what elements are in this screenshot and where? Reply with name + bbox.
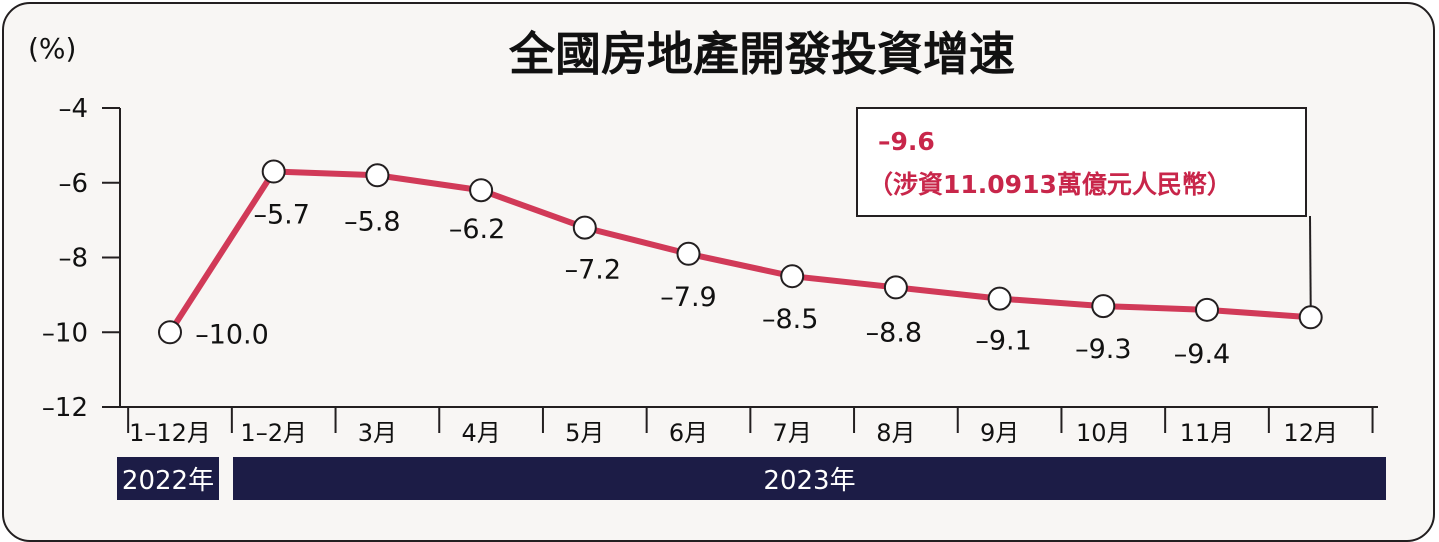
x-tick-label: 11月	[1180, 419, 1235, 447]
x-tick-label: 1–2月	[240, 419, 307, 447]
x-tick-label: 12月	[1283, 419, 1338, 447]
callout-annotation: –9.6 （涉資11.0913萬億元人民幣）	[856, 107, 1312, 307]
data-label: –5.7	[253, 200, 309, 231]
x-tick-label: 10月	[1076, 419, 1131, 447]
data-point	[780, 264, 805, 289]
x-tick-label: 4月	[461, 419, 500, 447]
year-bands: 2022年 2023年	[117, 457, 1386, 500]
year-band-label: 2022年	[122, 466, 214, 496]
year-band	[117, 457, 219, 500]
data-label: –10.0	[195, 319, 269, 350]
callout-leader-line	[1309, 215, 1312, 307]
callout-note: （涉資11.0913萬億元人民幣）	[868, 170, 1232, 199]
data-points	[158, 159, 1323, 345]
year-band-label: 2023年	[763, 466, 855, 496]
axes: –4 –6 –8 –10 –12 1–12月 1–2月 3月 4月 5月 6月 7月 8月 9月 10月 11…	[42, 94, 1378, 447]
y-tick-label: –8	[58, 244, 88, 274]
year-band	[233, 457, 1386, 500]
data-point	[676, 241, 701, 266]
data-label: –6.2	[449, 214, 505, 245]
x-tick-label: 6月	[669, 419, 708, 447]
data-labels: –10.0 –5.7 –5.8 –6.2 –7.2 –7.9 –8.5 –8.8 –9.1 –9.…	[195, 200, 1230, 370]
data-point	[365, 163, 390, 188]
data-point	[883, 275, 908, 300]
data-label: –8.5	[762, 304, 818, 335]
data-point	[572, 215, 597, 240]
data-label: –7.2	[565, 255, 621, 286]
x-tick-label: 7月	[773, 419, 812, 447]
x-tick-label: 8月	[876, 419, 915, 447]
data-point	[469, 178, 494, 203]
chart-title: 全國房地產開發投資增速	[508, 27, 1015, 81]
y-axis-unit: (%)	[28, 32, 76, 65]
data-point	[1195, 297, 1219, 322]
x-tick-label: 5月	[565, 419, 604, 447]
y-tick-label: –10	[42, 318, 88, 348]
data-point	[1298, 305, 1323, 330]
data-label: –8.8	[866, 317, 922, 348]
x-tick-label: 9月	[980, 419, 1019, 447]
data-label: –9.3	[1075, 334, 1131, 365]
y-tick-label: –4	[58, 94, 88, 124]
series-line	[167, 168, 1314, 336]
y-tick-label: –6	[58, 169, 88, 199]
y-tick-label: –12	[42, 393, 88, 423]
data-label: –5.8	[344, 206, 400, 237]
data-point	[1091, 294, 1116, 319]
data-point	[158, 320, 182, 345]
chart-canvas: 全國房地產開發投資增速 (%) –4 –6 –8 –10 –12 1–12月 1–2月 3月 4…	[28, 27, 1386, 500]
x-tick-label: 3月	[358, 419, 397, 447]
callout-box	[856, 107, 1307, 217]
data-label: –9.1	[975, 326, 1031, 357]
data-point	[987, 286, 1012, 311]
data-label: –7.9	[660, 282, 716, 313]
data-point	[261, 159, 286, 184]
callout-value: –9.6	[878, 127, 935, 156]
x-tick-label: 1–12月	[129, 419, 211, 447]
data-label: –9.4	[1174, 339, 1230, 370]
series-line-group	[167, 168, 1314, 336]
